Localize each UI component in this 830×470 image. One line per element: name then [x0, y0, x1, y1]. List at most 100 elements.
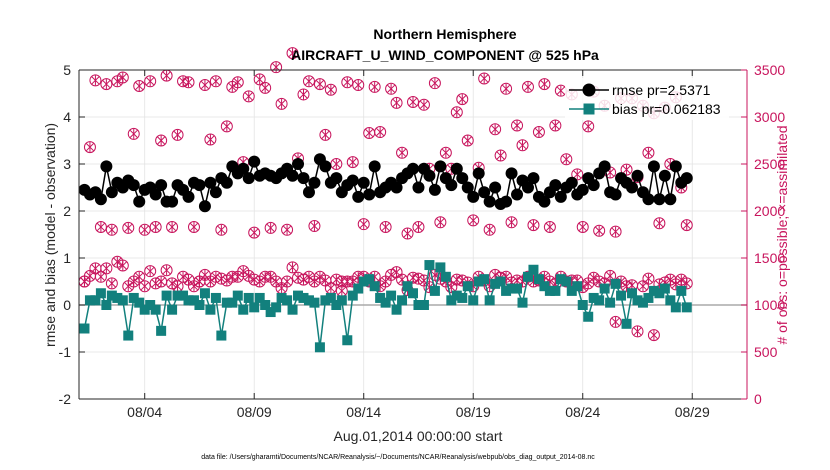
obs-circle-mark	[308, 220, 321, 233]
obs-circle-mark	[604, 269, 617, 282]
obs-assimilated-marker	[116, 259, 129, 272]
bias-point	[123, 330, 134, 341]
obs-circle-mark	[609, 315, 622, 328]
x-tick-label: 08/24	[565, 404, 600, 420]
bias-point	[473, 276, 484, 287]
bias-point	[254, 292, 265, 303]
bias-point	[490, 278, 501, 289]
obs-assimilated-marker	[390, 266, 403, 279]
obs-circle-mark	[489, 123, 502, 136]
obs-assimilated-marker	[379, 275, 392, 288]
obs-possible-marker	[467, 214, 480, 227]
obs-circle-mark	[100, 262, 113, 275]
rmse-point	[642, 193, 655, 206]
x-tick-label: 08/19	[456, 404, 491, 420]
bias-point	[369, 281, 380, 292]
y-left-tick-label: -2	[59, 391, 72, 407]
rmse-point	[302, 186, 315, 199]
obs-assimilated-marker	[680, 277, 693, 290]
obs-circle-mark	[417, 98, 430, 111]
obs-circle-mark	[281, 223, 294, 236]
obs-circle-mark	[286, 47, 299, 60]
bias-point	[249, 302, 260, 313]
y-left-tick-label: 0	[63, 297, 71, 313]
obs-circle-mark	[385, 82, 398, 95]
obs-possible-marker	[231, 76, 244, 89]
bias-point	[665, 295, 676, 306]
bias-point	[276, 292, 287, 303]
bias-point	[506, 283, 517, 294]
rmse-point	[127, 179, 140, 192]
rmse-point	[155, 179, 168, 192]
obs-circle-mark	[620, 163, 633, 176]
chart-title: Northern Hemisphere	[373, 26, 516, 42]
bias-point	[309, 297, 320, 308]
obs-assimilated-marker	[94, 270, 107, 283]
rmse-point	[680, 172, 693, 185]
obs-circle-mark	[231, 76, 244, 89]
obs-assimilated-marker	[286, 261, 299, 274]
rmse-point	[133, 195, 146, 208]
obs-circle-mark	[116, 71, 129, 84]
bias-point	[522, 271, 533, 282]
rmse-point	[308, 176, 321, 189]
rmse-point	[363, 188, 376, 201]
obs-possible-marker	[417, 98, 430, 111]
obs-possible-marker	[461, 134, 474, 147]
obs-possible-marker	[560, 153, 573, 166]
obs-circle-mark	[187, 220, 200, 233]
obs-possible-marker	[116, 71, 129, 84]
obs-circle-mark	[209, 75, 222, 88]
obs-circle-mark	[155, 134, 168, 147]
rmse-point	[489, 181, 502, 194]
y-axis-left-label: rmse and bias (model - observation)	[42, 123, 58, 347]
bias-point	[440, 271, 451, 282]
bias-point	[462, 281, 473, 292]
obs-possible-marker	[582, 120, 595, 133]
obs-circle-mark	[450, 106, 463, 119]
bias-point	[605, 297, 616, 308]
rmse-point	[521, 181, 534, 194]
rmse-point	[220, 176, 233, 189]
bias-point	[654, 288, 665, 299]
bias-point	[194, 300, 205, 310]
y-right-tick-label: 3500	[754, 62, 785, 78]
bias-point	[555, 274, 566, 285]
rmse-point	[483, 195, 496, 208]
obs-possible-marker	[171, 128, 184, 141]
bias-point	[637, 297, 648, 308]
bias-point	[167, 304, 178, 315]
bias-point	[380, 297, 391, 308]
rmse-point	[428, 183, 441, 196]
bias-point	[325, 292, 336, 303]
bias-point	[479, 274, 490, 285]
obs-assimilated-marker	[166, 277, 179, 290]
obs-assimilated-marker	[198, 268, 211, 281]
obs-circle-mark	[396, 146, 409, 159]
obs-possible-marker	[511, 119, 524, 132]
obs-circle-mark	[653, 217, 666, 230]
obs-assimilated-marker	[642, 272, 655, 285]
obs-circle-mark	[144, 75, 157, 88]
obs-circle-mark	[516, 139, 529, 152]
obs-possible-marker	[554, 84, 567, 97]
bias-point	[512, 283, 523, 294]
bias-point	[397, 295, 408, 306]
obs-possible-marker	[500, 82, 513, 95]
bias-point	[172, 290, 183, 301]
bias-point	[676, 285, 687, 296]
bias-point	[238, 304, 249, 315]
obs-circle-mark	[281, 275, 294, 288]
bias-point	[320, 295, 331, 306]
obs-possible-marker	[346, 156, 359, 169]
bias-point	[594, 295, 605, 306]
obs-circle-mark	[642, 146, 655, 159]
obs-assimilated-marker	[609, 315, 622, 328]
bias-point	[303, 295, 314, 306]
bias-point	[232, 290, 243, 301]
rmse-point	[330, 172, 343, 185]
obs-possible-marker	[324, 83, 337, 96]
bias-point	[106, 290, 117, 301]
obs-assimilated-marker	[647, 329, 660, 342]
bias-point	[429, 285, 440, 296]
